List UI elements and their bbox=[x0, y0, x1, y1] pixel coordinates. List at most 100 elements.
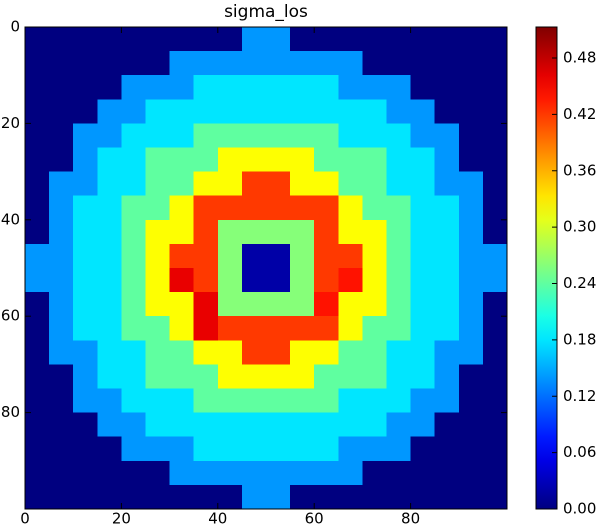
chart-title: sigma_los bbox=[224, 2, 308, 22]
heatmap-cell bbox=[97, 412, 122, 438]
x-tick-label: 40 bbox=[208, 510, 227, 524]
heatmap-cell bbox=[338, 268, 363, 293]
heatmap-cell bbox=[169, 268, 195, 293]
heatmap-cell bbox=[434, 195, 460, 221]
heatmap-cell bbox=[338, 436, 363, 462]
heatmap-cell bbox=[145, 99, 171, 124]
heatmap-cell bbox=[145, 436, 171, 462]
heatmap-cell bbox=[145, 195, 171, 221]
heatmap-cell bbox=[97, 484, 122, 510]
heatmap-cell bbox=[193, 340, 219, 365]
colorbar bbox=[535, 26, 558, 510]
heatmap-cell bbox=[145, 364, 171, 389]
y-tick-label: 20 bbox=[1, 114, 20, 132]
heatmap-cell bbox=[434, 412, 460, 438]
heatmap-cell bbox=[314, 219, 339, 245]
heatmap-cell bbox=[193, 147, 219, 173]
heatmap-cell bbox=[25, 123, 50, 148]
heatmap-cell bbox=[386, 75, 412, 100]
heatmap-cell bbox=[241, 340, 267, 365]
heatmap-cell bbox=[266, 51, 291, 76]
heatmap-cell bbox=[362, 340, 387, 365]
heatmap-cell bbox=[314, 436, 339, 462]
heatmap-cell bbox=[121, 268, 146, 293]
heatmap-cell bbox=[25, 292, 50, 317]
heatmap-cell bbox=[434, 75, 460, 100]
heatmap-cell bbox=[193, 388, 219, 414]
heatmap-cell bbox=[266, 171, 291, 197]
heatmap-cell bbox=[25, 436, 50, 462]
heatmap-cell bbox=[314, 147, 339, 173]
heatmap-cell bbox=[434, 171, 460, 197]
heatmap-cell bbox=[410, 388, 436, 414]
heatmap-cell bbox=[458, 243, 484, 269]
heatmap-cell bbox=[362, 412, 387, 438]
heatmap-cell bbox=[362, 147, 387, 173]
heatmap-cell bbox=[121, 436, 146, 462]
heatmap-cell bbox=[338, 243, 363, 269]
heatmap-cell bbox=[410, 99, 436, 124]
heatmap-cell bbox=[121, 364, 146, 389]
heatmap-cell bbox=[49, 51, 74, 76]
heatmap-cell bbox=[386, 388, 412, 414]
heatmap-cell bbox=[458, 147, 484, 173]
heatmap-cell bbox=[73, 75, 98, 100]
heatmap-cell bbox=[193, 268, 219, 293]
heatmap-cell bbox=[97, 195, 122, 221]
heatmap-cell bbox=[290, 292, 315, 317]
heatmap-cell bbox=[121, 147, 146, 173]
heatmap-cell bbox=[73, 364, 98, 389]
heatmap-cell bbox=[217, 268, 243, 293]
heatmap-cell bbox=[73, 340, 98, 365]
heatmap-cell bbox=[241, 123, 267, 148]
heatmap-cell bbox=[362, 436, 387, 462]
heatmap-cell bbox=[410, 484, 436, 510]
heatmap-cell bbox=[121, 484, 146, 510]
heatmap-cell bbox=[73, 147, 98, 173]
heatmap-cell bbox=[458, 388, 484, 414]
heatmap-cell bbox=[314, 75, 339, 100]
heatmap-cell bbox=[386, 436, 412, 462]
heatmap-cell bbox=[169, 243, 195, 269]
heatmap-cell bbox=[169, 412, 195, 438]
heatmap-cell bbox=[145, 75, 171, 100]
heatmap-cell bbox=[458, 171, 484, 197]
heatmap-cell bbox=[49, 484, 74, 510]
heatmap-cell bbox=[217, 219, 243, 245]
heatmap-cell bbox=[410, 51, 436, 76]
heatmap-cell bbox=[386, 243, 412, 269]
heatmap-cell bbox=[25, 51, 50, 76]
heatmap-cell bbox=[410, 292, 436, 317]
heatmap-cell bbox=[97, 27, 122, 52]
heatmap-cell bbox=[410, 340, 436, 365]
heatmap-cell bbox=[338, 340, 363, 365]
heatmap-cell bbox=[434, 99, 460, 124]
heatmap-cell bbox=[169, 195, 195, 221]
heatmap-cell bbox=[121, 75, 146, 100]
heatmap-cell bbox=[290, 219, 315, 245]
heatmap-cell bbox=[193, 412, 219, 438]
heatmap-cell bbox=[97, 364, 122, 389]
heatmap-cell bbox=[169, 75, 195, 100]
heatmap-cell bbox=[386, 171, 412, 197]
heatmap-cell bbox=[25, 219, 50, 245]
heatmap-cell bbox=[482, 436, 508, 462]
heatmap-cell bbox=[217, 460, 243, 486]
heatmap-cell bbox=[97, 316, 122, 341]
heatmap-cell bbox=[145, 484, 171, 510]
heatmap-cell bbox=[49, 292, 74, 317]
heatmap-cell bbox=[482, 27, 508, 52]
heatmap-cell bbox=[217, 27, 243, 52]
heatmap-cell bbox=[97, 436, 122, 462]
heatmap-cell bbox=[121, 243, 146, 269]
heatmap-cell bbox=[145, 388, 171, 414]
heatmap-cell bbox=[362, 460, 387, 486]
heatmap-cell bbox=[121, 412, 146, 438]
heatmap-cell bbox=[266, 436, 291, 462]
heatmap-cell bbox=[241, 99, 267, 124]
heatmap-cell bbox=[25, 195, 50, 221]
heatmap-cell bbox=[241, 436, 267, 462]
heatmap-cell bbox=[434, 316, 460, 341]
heatmap-cell bbox=[482, 268, 508, 293]
heatmap-cell bbox=[458, 292, 484, 317]
